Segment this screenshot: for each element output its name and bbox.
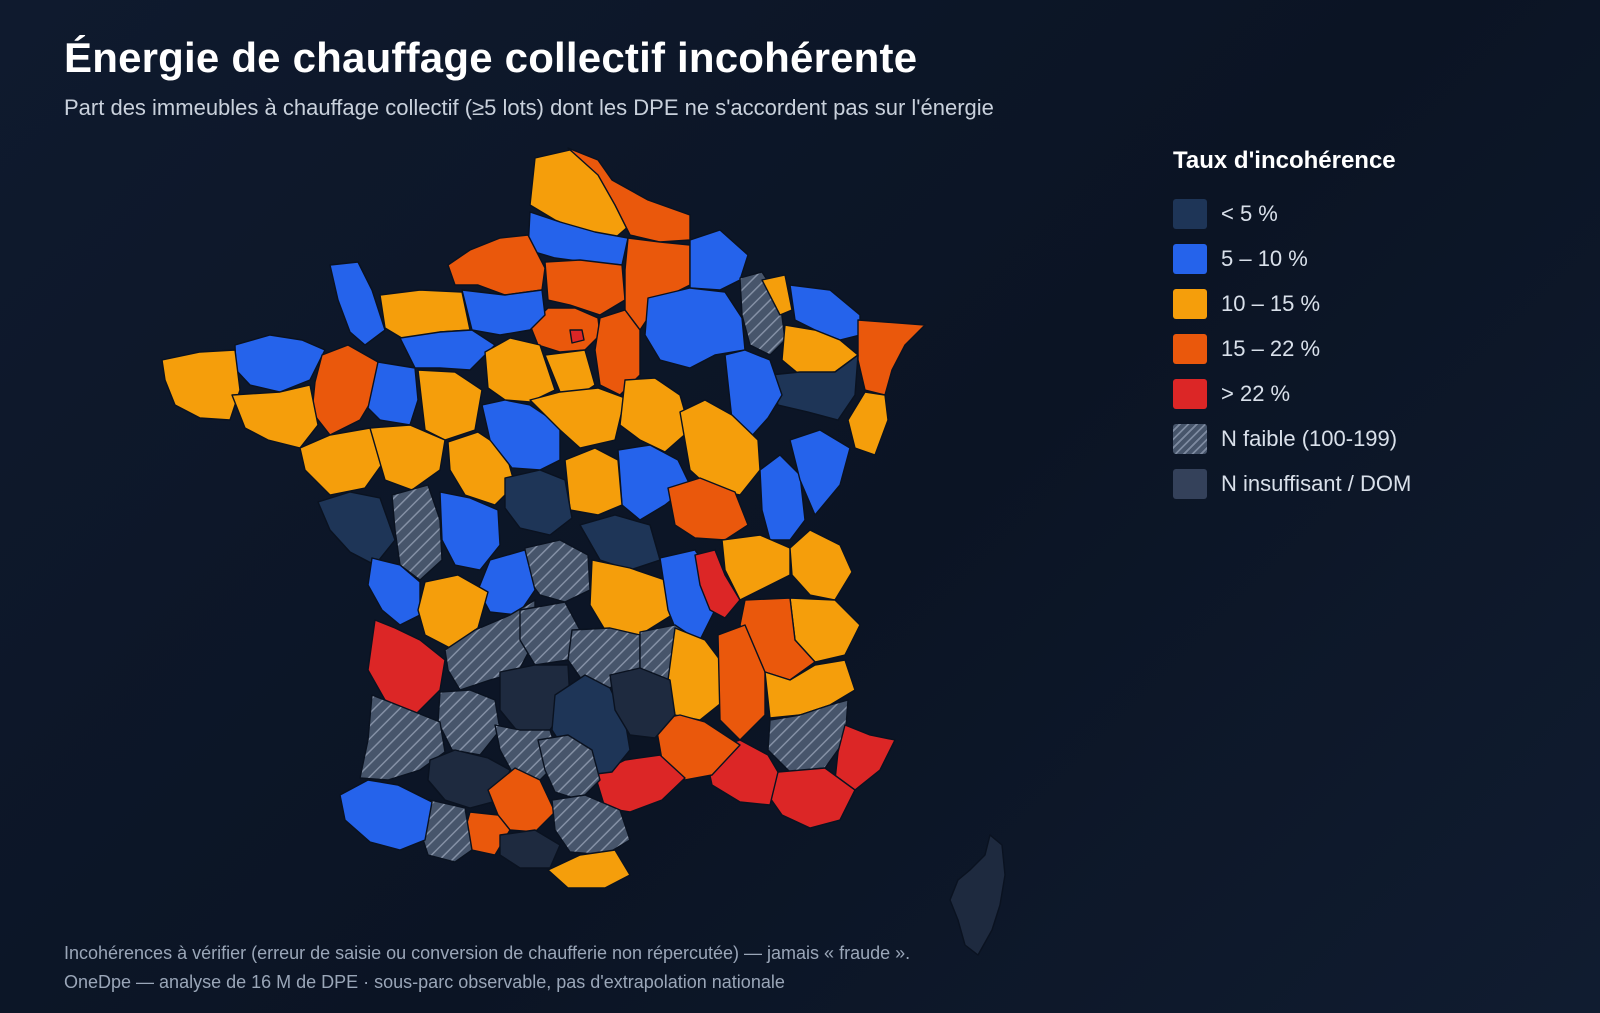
legend-label: 10 – 15 % — [1221, 290, 1321, 316]
map-title: Énergie de chauffage collectif incohéren… — [64, 34, 918, 81]
department-region[interactable] — [789, 429, 851, 516]
legend-item: 15 – 22 % — [1173, 326, 1411, 371]
department-region[interactable] — [444, 599, 536, 691]
department-region[interactable] — [161, 349, 241, 421]
department-region[interactable] — [764, 659, 856, 719]
legend-label: < 5 % — [1221, 200, 1278, 226]
department-region[interactable] — [367, 361, 419, 426]
legend-item: N faible (100-199) — [1173, 416, 1411, 461]
legend-label: > 22 % — [1221, 380, 1291, 406]
department-region[interactable] — [949, 834, 1006, 956]
department-region[interactable] — [589, 559, 673, 636]
department-region[interactable] — [537, 734, 601, 801]
legend-label: N faible (100-199) — [1221, 425, 1398, 451]
legend-item: 10 – 15 % — [1173, 281, 1411, 326]
legend-label: N insuffisant / DOM — [1221, 470, 1412, 496]
legend-item: > 22 % — [1173, 371, 1411, 416]
legend-item: 5 – 10 % — [1173, 236, 1411, 281]
department-region[interactable] — [369, 424, 446, 491]
legend-label: 5 – 10 % — [1221, 245, 1308, 271]
footnote-source: OneDpe — analyse de 16 M de DPE · sous-p… — [64, 972, 785, 992]
legend-label: 15 – 22 % — [1221, 335, 1321, 361]
department-region[interactable] — [504, 469, 573, 536]
map-subtitle: Part des immeubles à chauffage collectif… — [64, 95, 994, 120]
department-region[interactable] — [847, 391, 889, 456]
department-region[interactable] — [367, 557, 421, 626]
department-region[interactable] — [391, 484, 443, 581]
department-region[interactable] — [834, 724, 896, 791]
department-region[interactable] — [544, 259, 626, 316]
legend-swatch — [1173, 378, 1207, 409]
department-region[interactable] — [689, 229, 749, 291]
legend-item: N insuffisant / DOM — [1173, 461, 1411, 506]
legend-swatch — [1173, 243, 1207, 274]
department-region[interactable] — [644, 287, 746, 369]
legend-swatch — [1173, 288, 1207, 319]
department-region[interactable] — [311, 344, 379, 436]
department-region[interactable] — [789, 529, 853, 601]
department-region[interactable] — [461, 289, 546, 336]
department-region[interactable] — [717, 624, 766, 741]
department-region[interactable] — [569, 329, 585, 344]
department-region[interactable] — [481, 399, 561, 471]
department-region[interactable] — [417, 369, 483, 441]
department-region[interactable] — [551, 794, 631, 856]
legend-swatch — [1173, 468, 1207, 499]
department-region[interactable] — [667, 477, 749, 541]
map-legend: Taux d'incohérence < 5 % 5 – 10 % 10 – 1… — [1173, 147, 1411, 506]
legend-title: Taux d'incohérence — [1173, 147, 1396, 174]
legend-swatch — [1173, 198, 1207, 229]
department-region[interactable] — [367, 619, 446, 716]
department-region[interactable] — [231, 384, 319, 449]
department-region[interactable] — [619, 377, 691, 453]
department-region[interactable] — [761, 274, 793, 316]
department-region[interactable] — [234, 334, 326, 393]
footnote-disclaimer: Incohérences à vérifier (erreur de saisi… — [64, 943, 911, 963]
department-region[interactable] — [329, 261, 386, 346]
france-departments-map — [161, 147, 1006, 956]
department-region[interactable] — [769, 354, 859, 421]
department-region[interactable] — [564, 447, 623, 516]
department-region[interactable] — [721, 534, 791, 601]
legend-swatch — [1173, 333, 1207, 364]
department-region[interactable] — [437, 689, 501, 756]
department-region[interactable] — [524, 539, 591, 603]
legend-item: < 5 % — [1173, 191, 1411, 236]
department-region[interactable] — [609, 667, 676, 739]
department-region[interactable] — [359, 694, 446, 781]
department-region[interactable] — [439, 491, 501, 571]
department-region[interactable] — [299, 427, 386, 496]
department-region[interactable] — [317, 491, 396, 566]
department-region[interactable] — [339, 779, 433, 851]
department-region[interactable] — [399, 329, 496, 371]
department-region[interactable] — [694, 549, 741, 619]
department-region[interactable] — [447, 234, 546, 296]
department-region[interactable] — [667, 627, 726, 721]
department-region[interactable] — [789, 284, 861, 341]
department-region[interactable] — [499, 829, 561, 869]
department-region[interactable] — [857, 319, 926, 396]
department-region[interactable] — [759, 454, 806, 541]
legend-swatch-hatched — [1173, 423, 1207, 454]
department-region[interactable] — [547, 849, 631, 889]
